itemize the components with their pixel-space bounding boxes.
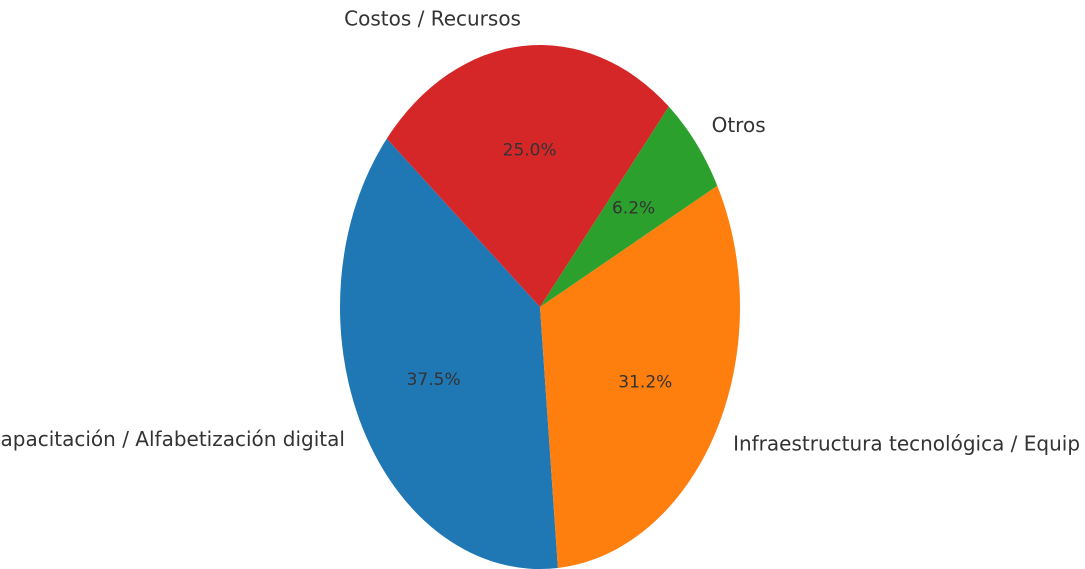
percent-label: 25.0%: [503, 140, 557, 160]
pie-slice: [339, 138, 558, 569]
slice-label: apacitación / Alfabetización digital: [1, 427, 345, 451]
slice-label: Costos / Recursos: [344, 6, 521, 30]
percent-label: 37.5%: [407, 370, 461, 390]
pie-slice: [540, 185, 740, 568]
pie-slice: [540, 106, 718, 308]
percent-label: 31.2%: [618, 372, 672, 392]
slice-label: Otros: [712, 113, 766, 137]
slice-label: Infraestructura tecnológica / Equip: [733, 432, 1080, 456]
pie-slice: [386, 44, 669, 307]
percent-label: 6.2%: [612, 199, 655, 219]
